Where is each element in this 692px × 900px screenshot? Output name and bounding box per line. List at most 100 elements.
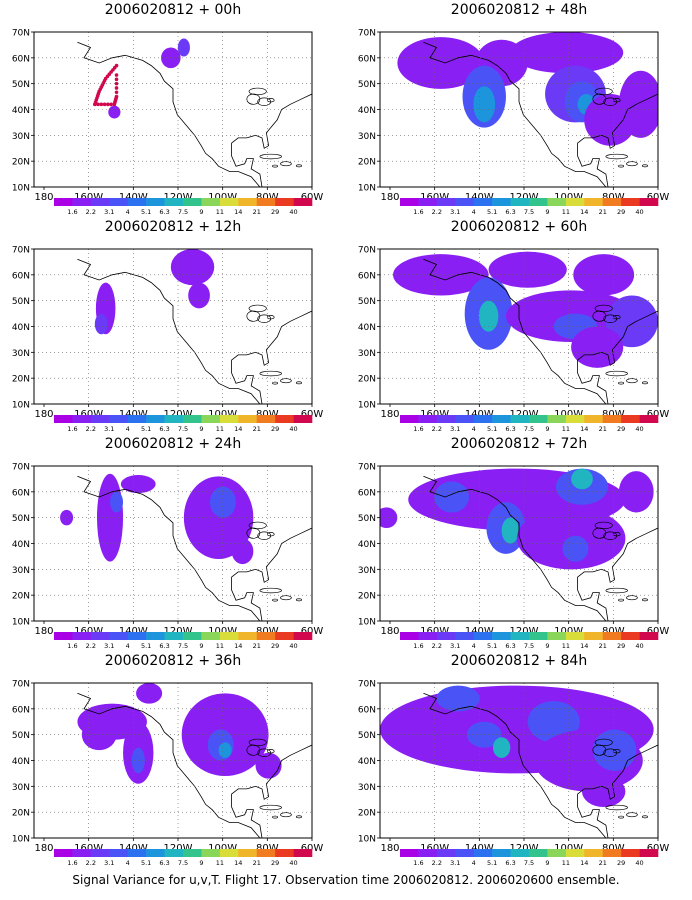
x-tick-label: 60W	[647, 626, 670, 637]
colorbar-label: 3.1	[450, 859, 460, 866]
colorbar-swatch	[602, 632, 622, 640]
colorbar-label: 6.3	[505, 642, 515, 649]
island-outline	[272, 381, 279, 385]
island-outline	[280, 595, 292, 601]
coastline	[577, 93, 658, 187]
y-tick-label: 70N	[358, 680, 376, 690]
colorbar-label: 7.5	[524, 208, 534, 215]
colorbar-swatch	[510, 415, 530, 423]
colorbar-label: 7.5	[178, 208, 188, 215]
island-outline	[296, 164, 302, 168]
panel-title: 2006020812 + 84h	[450, 653, 588, 669]
y-tick-label: 30N	[12, 566, 30, 576]
colorbar-label: 4	[126, 425, 130, 432]
colorbar-label: 4	[472, 642, 476, 649]
colorbar-swatch	[201, 849, 221, 857]
x-tick-label: 180	[34, 626, 53, 637]
map-plot: 10N 20N 30N 40N 50N 60N 70N 180 160W 140W 120W 100W…	[0, 671, 346, 867]
colorbar-swatch	[54, 415, 73, 423]
variance-region	[120, 475, 156, 494]
track-point	[114, 77, 119, 82]
colorbar-label: 11	[562, 859, 570, 866]
y-tick-label: 10N	[12, 618, 30, 628]
island-outline	[272, 164, 279, 168]
island-outline	[618, 598, 625, 602]
x-tick-label: 80W	[602, 843, 625, 854]
y-tick-label: 30N	[12, 783, 30, 793]
y-tick-label: 50N	[12, 731, 30, 741]
coastline	[423, 258, 607, 404]
colorbar-swatch	[72, 415, 92, 423]
colorbar-label: 40	[289, 425, 297, 432]
island-outline	[272, 598, 279, 602]
panel-title: 2006020812 + 60h	[450, 219, 588, 235]
colorbar-label: 2.2	[432, 859, 442, 866]
colorbar-label: 7.5	[524, 425, 534, 432]
colorbar-swatch	[565, 198, 585, 206]
track-point	[99, 102, 104, 107]
track-point	[106, 102, 110, 107]
colorbar-swatch	[54, 849, 73, 857]
island-outline	[296, 815, 302, 819]
map-svg: 10N 20N 30N 40N 50N 60N 70N 180 160W 140W 120W 100W…	[12, 29, 324, 216]
colorbar-swatch	[72, 198, 92, 206]
colorbar-label: 40	[289, 208, 297, 215]
coastline	[77, 692, 261, 838]
colorbar-swatch	[639, 198, 659, 206]
map-plot: 10N 20N 30N 40N 50N 60N 70N 180 160W 140W 120W 100W…	[0, 20, 346, 216]
forecast-panel: 2006020812 + 24h 10N 20N 30N 40N 50N 60N 70N 180…	[0, 434, 346, 649]
island-outline	[626, 812, 638, 818]
colorbar-swatch	[547, 198, 567, 206]
x-tick-label: 100W	[554, 843, 583, 854]
track-point	[114, 86, 119, 90]
variance-region	[170, 249, 215, 286]
colorbar-swatch	[418, 198, 438, 206]
colorbar-swatch	[418, 415, 438, 423]
colorbar-label: 29	[271, 208, 279, 215]
x-tick-label: 80W	[256, 843, 279, 854]
colorbar-swatch	[275, 849, 294, 857]
colorbar-label: 7.5	[178, 425, 188, 432]
colorbar-swatch	[584, 415, 604, 423]
colorbar-swatch	[529, 849, 548, 857]
colorbar-label: 11	[216, 208, 224, 215]
island-outline	[642, 598, 648, 602]
island-outline	[296, 381, 302, 385]
y-tick-label: 30N	[12, 349, 30, 359]
colorbar-swatch	[146, 198, 165, 206]
x-tick-label: 160W	[74, 409, 103, 420]
coastline	[577, 310, 658, 404]
colorbar-label: 11	[216, 642, 224, 649]
colorbar-swatch	[639, 415, 659, 423]
y-tick-label: 40N	[358, 757, 376, 767]
colorbar-label: 1.6	[67, 208, 77, 215]
forecast-panel: 2006020812 + 00h 10N 20N 30N 40N 50N 60N 70N 180…	[0, 0, 346, 215]
colorbar-label: 14	[580, 642, 588, 649]
colorbar-swatch	[238, 198, 258, 206]
track-point	[93, 102, 97, 107]
island-outline	[259, 153, 282, 160]
island-outline	[280, 378, 292, 384]
map-svg: 10N 20N 30N 40N 50N 60N 70N 180 160W 140W 120W 100W…	[358, 463, 670, 650]
colorbar-label: 2.2	[86, 208, 96, 215]
colorbar-swatch	[400, 198, 419, 206]
colorbar-label: 5.1	[487, 859, 497, 866]
panel-title: 2006020812 + 72h	[450, 436, 588, 452]
panel-title: 2006020812 + 12h	[104, 219, 242, 235]
colorbar-label: 9	[545, 859, 549, 866]
y-tick-label: 10N	[12, 835, 30, 845]
track-point	[114, 94, 119, 99]
y-tick-label: 10N	[358, 618, 376, 628]
y-tick-label: 30N	[358, 566, 376, 576]
x-tick-label: 100W	[554, 192, 583, 203]
x-tick-label: 160W	[420, 626, 449, 637]
colorbar-swatch	[436, 632, 456, 640]
colorbar-label: 21	[599, 642, 607, 649]
colorbar-label: 40	[635, 208, 643, 215]
colorbar-label: 4	[472, 425, 476, 432]
colorbar-label: 6.3	[505, 208, 515, 215]
colorbar-label: 11	[562, 642, 570, 649]
colorbar-swatch	[109, 632, 129, 640]
panel-title: 2006020812 + 00h	[104, 2, 242, 18]
colorbar-swatch	[492, 849, 511, 857]
